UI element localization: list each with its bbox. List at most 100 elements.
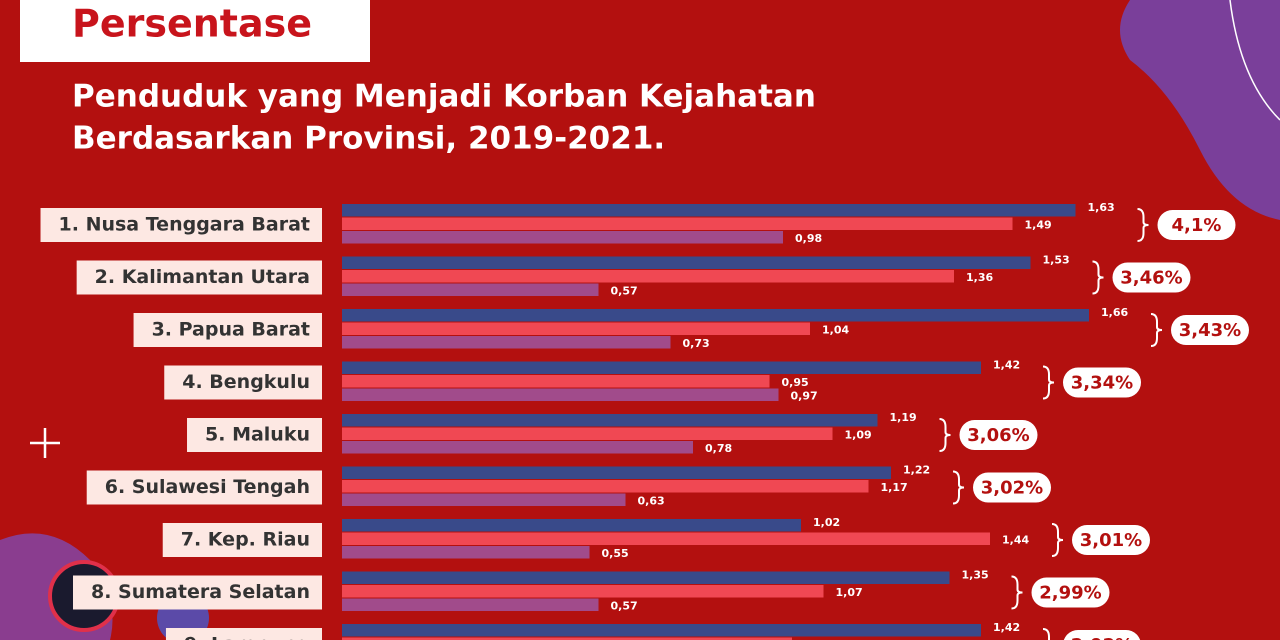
- bar: [342, 637, 792, 640]
- total-pill: [973, 472, 1051, 503]
- value-label: 0,63: [638, 495, 665, 508]
- bar: [342, 283, 599, 296]
- bar: [342, 388, 779, 401]
- bar: [342, 571, 950, 584]
- category-label: 6. Sulawesi Tengah: [105, 476, 310, 498]
- bar: [342, 231, 783, 244]
- total-pill: [1171, 315, 1249, 345]
- value-label: 0,57: [611, 285, 638, 298]
- bar: [342, 217, 1013, 230]
- value-label: 0,98: [795, 232, 822, 245]
- category-box: [162, 523, 322, 557]
- bar: [342, 598, 599, 611]
- category-box: [164, 365, 322, 400]
- total-pill: [1112, 262, 1191, 293]
- category-label: 1. Nusa Tenggara Barat: [59, 214, 310, 236]
- category-label: 7. Kep. Riau: [181, 529, 310, 551]
- bracket: [1042, 365, 1055, 400]
- category-box: [40, 208, 322, 242]
- value-label: 1,63: [1088, 201, 1115, 214]
- value-label: 0,55: [602, 547, 629, 560]
- bar: [342, 532, 990, 545]
- category-box: [133, 313, 322, 347]
- chart-title: Persentase: [72, 2, 312, 46]
- total-pill: [1157, 210, 1236, 240]
- bracket: [952, 470, 965, 505]
- total-label: 4,1%: [1172, 215, 1222, 236]
- category-box: [86, 470, 322, 505]
- bar: [342, 204, 1076, 217]
- decor-plus: [30, 428, 60, 458]
- total-label: 3,01%: [1080, 530, 1142, 551]
- bracket: [939, 418, 951, 452]
- bar: [342, 322, 810, 335]
- value-label: 1,42: [993, 621, 1020, 634]
- value-label: 1,17: [881, 481, 908, 494]
- category-box: [187, 418, 322, 452]
- value-label: 1,02: [813, 516, 840, 529]
- category-label: 4. Bengkulu: [182, 371, 310, 393]
- bar: [342, 585, 824, 598]
- bar: [342, 361, 981, 374]
- total-label: 3,06%: [967, 425, 1029, 446]
- total-label: 3,46%: [1120, 268, 1182, 289]
- total-pill: [1063, 630, 1141, 640]
- total-label: 3,34%: [1071, 373, 1133, 394]
- bar: [342, 414, 878, 427]
- chart-subtitle: Berdasarkan Provinsi, 2019-2021.: [72, 121, 665, 157]
- bar: [342, 256, 1031, 269]
- bracket: [1051, 523, 1064, 557]
- value-label: 1,00: [804, 639, 831, 640]
- value-label: 0,73: [683, 337, 710, 350]
- bar: [342, 519, 801, 532]
- total-pill: [1031, 577, 1110, 608]
- total-label: 2,92%: [1071, 635, 1133, 640]
- value-label: 1,35: [962, 569, 989, 582]
- value-label: 1,09: [845, 429, 872, 442]
- category-box: [73, 575, 322, 610]
- bar: [342, 309, 1089, 322]
- bar: [342, 480, 869, 493]
- bar: [342, 441, 693, 454]
- category-label: 2. Kalimantan Utara: [95, 266, 310, 288]
- category-box: [165, 628, 322, 640]
- bracket: [1092, 260, 1104, 295]
- bar: [342, 624, 981, 637]
- bar: [342, 375, 770, 388]
- value-label: 1,44: [1002, 534, 1029, 547]
- title-box: [20, 0, 370, 62]
- total-pill: [1063, 367, 1141, 398]
- category-label: 5. Maluku: [205, 424, 310, 446]
- bar: [342, 493, 626, 506]
- value-label: 1,53: [1043, 254, 1070, 267]
- bar: [342, 336, 671, 349]
- chart-subtitle: Penduduk yang Menjadi Korban Kejahatan: [72, 79, 816, 115]
- value-label: 1,36: [966, 271, 993, 284]
- bar: [342, 466, 891, 479]
- value-label: 0,95: [782, 376, 809, 389]
- total-label: 3,02%: [981, 478, 1043, 499]
- category-label: 8. Sumatera Selatan: [91, 581, 310, 603]
- bracket: [1042, 628, 1050, 640]
- total-label: 2,99%: [1039, 583, 1101, 604]
- bracket: [1150, 313, 1163, 347]
- value-label: 1,22: [903, 464, 930, 477]
- decor-line: [1229, 0, 1280, 121]
- total-pill: [1072, 525, 1150, 555]
- bracket: [1137, 208, 1149, 242]
- value-label: 1,07: [836, 586, 863, 599]
- total-label: 3,43%: [1179, 320, 1241, 341]
- total-pill: [959, 420, 1038, 450]
- bar: [342, 546, 590, 559]
- bar: [342, 270, 954, 283]
- bar: [342, 427, 833, 440]
- value-label: 1,66: [1101, 306, 1128, 319]
- value-label: 1,49: [1025, 219, 1052, 232]
- value-label: 0,57: [611, 600, 638, 613]
- category-label: 3. Papua Barat: [152, 319, 310, 341]
- bracket: [1011, 575, 1023, 610]
- decor-blob: [1120, 0, 1280, 220]
- value-label: 1,19: [890, 411, 917, 424]
